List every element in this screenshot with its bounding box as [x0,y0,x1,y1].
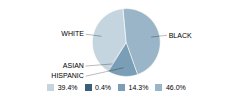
svg-text:HISPANIC: HISPANIC [51,72,84,79]
html-text:39.4%: 39.4% [57,84,78,91]
html-text:0.4%: 0.4% [95,84,111,91]
html-text:14.3%: 14.3% [128,84,149,91]
svg-text:ASIAN: ASIAN [63,62,84,69]
svg-text:WHITE: WHITE [61,30,84,37]
svg-text:BLACK: BLACK [169,32,192,39]
html-text:46.0%: 46.0% [165,84,186,91]
